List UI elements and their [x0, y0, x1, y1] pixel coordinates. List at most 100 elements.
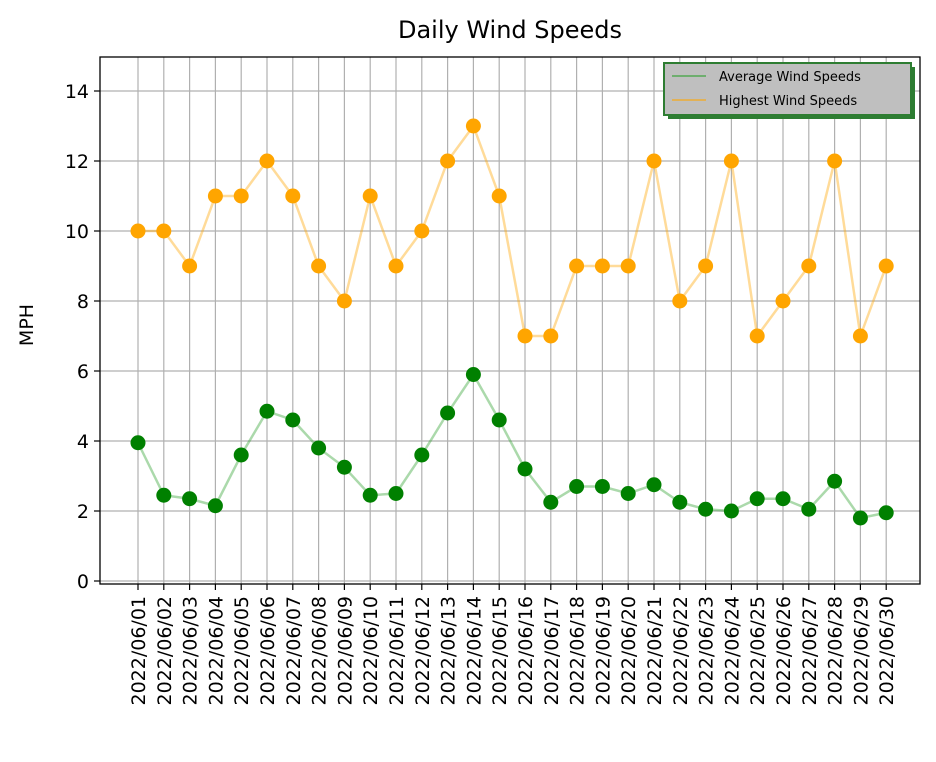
data-point-highest: [388, 258, 404, 274]
legend: Average Wind Speeds Highest Wind Speeds: [663, 62, 915, 119]
x-tick-label: 2022/06/04: [205, 596, 227, 706]
x-tick-label: 2022/06/14: [463, 596, 485, 706]
data-point-average: [749, 491, 765, 507]
x-tick-label: 2022/06/02: [154, 596, 176, 706]
data-point-highest: [543, 328, 559, 344]
plot-frame: [99, 56, 921, 585]
data-point-highest: [801, 258, 817, 274]
y-axis: 0 2 4 6 8 10 12 14: [65, 81, 100, 593]
data-point-average: [465, 367, 481, 382]
data-point-highest: [336, 293, 352, 309]
data-point-highest: [594, 258, 610, 274]
data-point-highest: [620, 258, 636, 274]
data-point-highest: [672, 293, 688, 309]
x-tick-label: 2022/06/30: [876, 596, 898, 706]
x-tick-label: 2022/06/28: [825, 596, 847, 706]
x-tick-label: 2022/06/23: [696, 596, 718, 706]
x-tick-label: 2022/06/24: [721, 596, 743, 706]
data-point-highest: [878, 258, 894, 274]
x-tick-label: 2022/06/29: [850, 596, 872, 706]
data-point-average: [620, 486, 636, 501]
data-point-highest: [723, 153, 739, 169]
data-point-highest: [182, 258, 198, 274]
x-tick-label: 2022/06/06: [257, 596, 279, 706]
data-point-average: [569, 479, 585, 494]
x-tick-label: 2022/06/18: [567, 596, 589, 706]
grid: [100, 57, 920, 584]
data-point-average: [852, 510, 868, 526]
data-point-highest: [775, 293, 791, 309]
x-tick-label: 2022/06/16: [515, 596, 537, 706]
y-tick-label: 2: [77, 501, 89, 523]
data-point-highest: [259, 153, 275, 169]
data-point-highest: [156, 223, 172, 239]
data-point-highest: [130, 223, 146, 239]
data-point-average: [156, 487, 172, 503]
data-point-highest: [440, 153, 456, 169]
x-tick-label: 2022/06/25: [747, 596, 769, 706]
data-point-average: [801, 501, 817, 517]
x-tick-label: 2022/06/03: [180, 596, 202, 706]
data-point-average: [311, 440, 327, 456]
legend-box: [663, 62, 912, 116]
data-point-average: [878, 505, 894, 521]
data-point-highest: [646, 153, 662, 169]
x-tick-label: 2022/06/09: [334, 596, 356, 706]
data-point-average: [517, 461, 533, 477]
x-axis: 2022/06/01 2022/06/02 2022/06/03 2022/06/04…: [128, 584, 898, 706]
x-tick-label: 2022/06/17: [541, 596, 563, 706]
y-tick-label: 10: [65, 221, 89, 243]
data-point-average: [233, 447, 249, 463]
data-point-highest: [827, 153, 843, 169]
data-point-average: [388, 486, 404, 501]
x-tick-label: 2022/06/08: [309, 596, 331, 706]
legend-label-highest: Highest Wind Speeds: [719, 94, 857, 109]
x-tick-label: 2022/06/11: [386, 596, 408, 706]
data-point-highest: [749, 328, 765, 344]
y-tick-label: 4: [77, 431, 89, 453]
x-tick-label: 2022/06/26: [773, 596, 795, 706]
y-axis-label: MPH: [16, 304, 38, 346]
data-point-average: [594, 479, 610, 494]
x-tick-label: 2022/06/07: [283, 596, 305, 706]
x-tick-label: 2022/06/22: [670, 596, 692, 706]
data-point-average: [336, 459, 352, 475]
x-tick-label: 2022/06/05: [231, 596, 253, 706]
data-point-average: [698, 501, 714, 517]
data-point-average: [543, 494, 559, 510]
data-point-highest: [491, 188, 507, 204]
data-point-average: [440, 405, 456, 421]
x-tick-label: 2022/06/10: [360, 596, 382, 706]
data-point-average: [491, 412, 507, 428]
data-point-highest: [207, 188, 223, 204]
x-tick-label: 2022/06/27: [799, 596, 821, 706]
data-point-average: [723, 503, 739, 519]
data-point-average: [827, 473, 843, 489]
x-tick-label: 2022/06/15: [489, 596, 511, 706]
data-point-highest: [285, 188, 301, 204]
data-point-highest: [517, 328, 533, 344]
data-point-highest: [362, 188, 378, 204]
y-tick-label: 0: [77, 571, 89, 593]
data-point-highest: [311, 258, 327, 274]
data-point-highest: [465, 118, 481, 134]
data-point-average: [775, 491, 791, 507]
y-tick-label: 12: [65, 151, 89, 173]
x-tick-label: 2022/06/20: [618, 596, 640, 706]
data-point-highest: [852, 328, 868, 344]
series-line-average: [136, 372, 887, 520]
y-tick-label: 8: [77, 291, 89, 313]
data-point-average: [130, 435, 146, 451]
x-tick-label: 2022/06/12: [412, 596, 434, 706]
x-tick-label: 2022/06/13: [438, 596, 460, 706]
data-point-average: [182, 491, 198, 507]
x-tick-label: 2022/06/19: [592, 596, 614, 706]
x-tick-label: 2022/06/21: [644, 596, 666, 706]
data-point-average: [672, 494, 688, 510]
data-point-average: [207, 498, 223, 514]
x-tick-label: 2022/06/01: [128, 596, 150, 706]
data-point-average: [285, 412, 301, 428]
data-point-average: [414, 447, 430, 463]
series-layer: [130, 118, 894, 526]
data-point-average: [259, 403, 275, 419]
